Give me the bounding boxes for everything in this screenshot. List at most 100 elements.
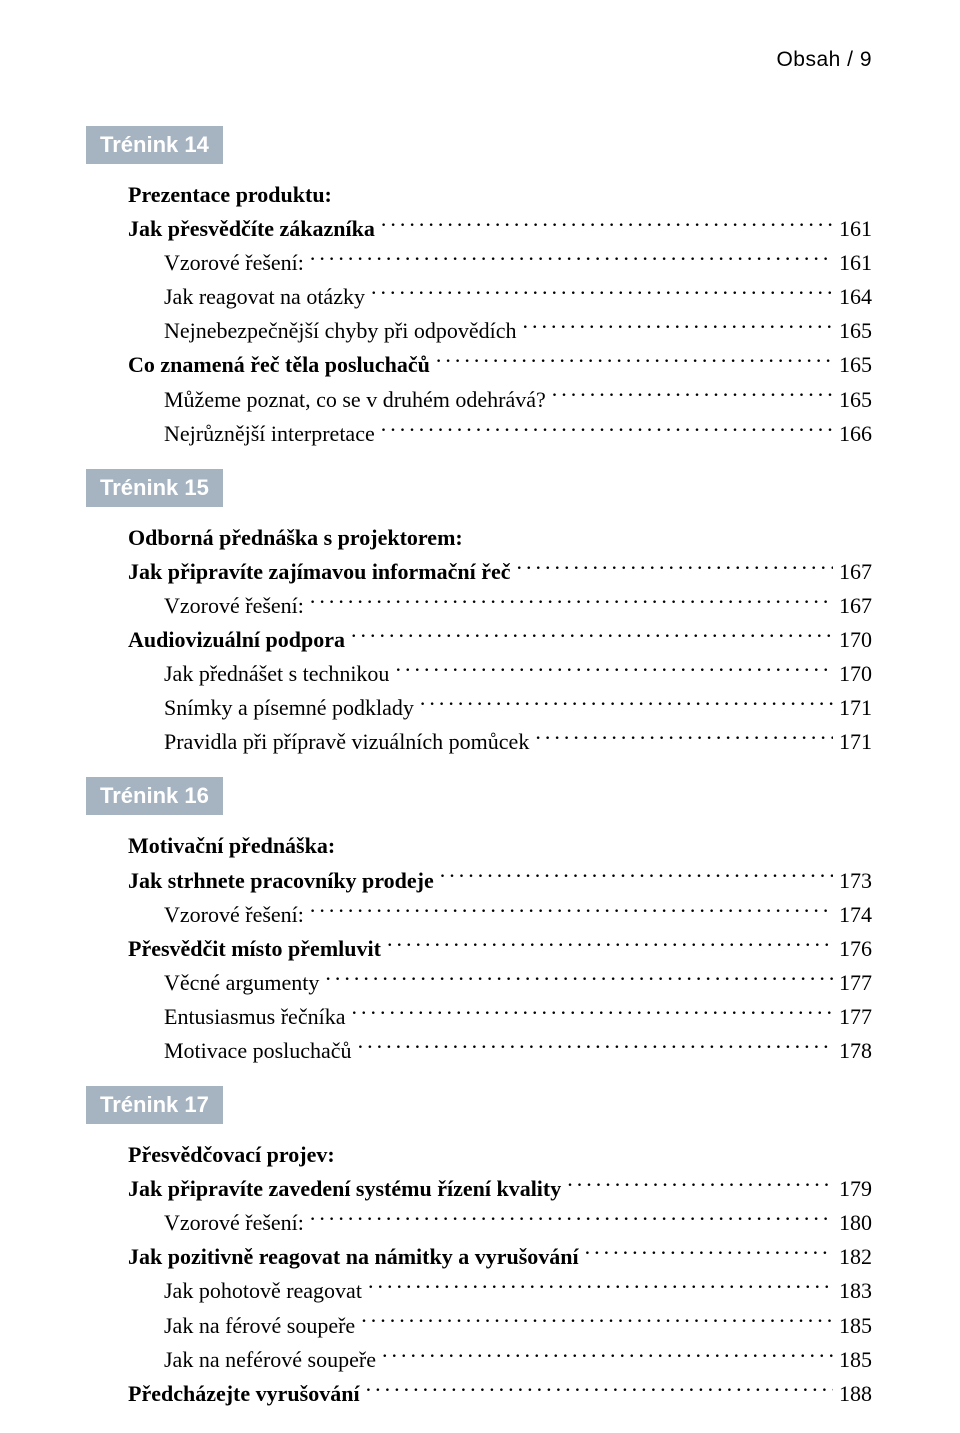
section-badge: Trénink 16 xyxy=(86,777,223,815)
toc-entry-label: Co znamená řeč těla posluchačů xyxy=(128,348,430,382)
toc-entry: Jak na férové soupeře 185 xyxy=(128,1309,872,1343)
toc-leader-dots xyxy=(368,1276,833,1298)
toc-entry: Pravidla při přípravě vizuálních pomůcek… xyxy=(128,725,872,759)
toc-leader-dots xyxy=(381,214,833,236)
toc-heading-label: Přesvědčovací projev: xyxy=(128,1142,335,1167)
toc-entry-page: 165 xyxy=(839,383,872,417)
toc-entry: Co znamená řeč těla posluchačů 165 xyxy=(128,348,872,382)
toc-entry-label: Jak na neférové soupeře xyxy=(164,1343,376,1377)
toc-leader-dots xyxy=(351,625,833,647)
toc-entry-label: Věcné argumenty xyxy=(164,966,319,1000)
toc-entry-page: 170 xyxy=(839,623,872,657)
table-of-contents: Trénink 14Prezentace produktu:Jak přesvě… xyxy=(128,108,872,1411)
toc-entry-label: Motivace posluchačů xyxy=(164,1034,352,1068)
toc-entry: Jak připravíte zavedení systému řízení k… xyxy=(128,1172,872,1206)
toc-entry-label: Vzorové řešení: xyxy=(164,898,304,932)
toc-entry-label: Snímky a písemné podklady xyxy=(164,691,414,725)
toc-entry: Můžeme poznat, co se v druhém odehrává? 1… xyxy=(128,383,872,417)
toc-heading: Prezentace produktu: xyxy=(128,178,872,212)
toc-entry-label: Nejnebezpečnější chyby při odpovědích xyxy=(164,314,516,348)
toc-entry-page: 176 xyxy=(839,932,872,966)
toc-entry-label: Entusiasmus řečníka xyxy=(164,1000,345,1034)
toc-entry-label: Nejrůznější interpretace xyxy=(164,417,375,451)
toc-entry: Snímky a písemné podklady171 xyxy=(128,691,872,725)
toc-entry-page: 174 xyxy=(839,898,872,932)
toc-leader-dots xyxy=(420,693,833,715)
toc-leader-dots xyxy=(310,1208,833,1230)
toc-entry-label: Můžeme poznat, co se v druhém odehrává? xyxy=(164,383,546,417)
toc-entry-page: 166 xyxy=(839,417,872,451)
toc-entry: Jak strhnete pracovníky prodeje173 xyxy=(128,864,872,898)
toc-entry-label: Jak připravíte zavedení systému řízení k… xyxy=(128,1172,561,1206)
toc-leader-dots xyxy=(310,591,833,613)
toc-entry: Vzorové řešení: 174 xyxy=(128,898,872,932)
toc-entry-label: Jak reagovat na otázky xyxy=(164,280,365,314)
toc-leader-dots xyxy=(371,282,833,304)
toc-entry: Jak pohotově reagovat 183 xyxy=(128,1274,872,1308)
toc-leader-dots xyxy=(387,934,833,956)
toc-leader-dots xyxy=(395,659,833,681)
toc-entry: Vzorové řešení: 167 xyxy=(128,589,872,623)
toc-entry: Předcházejte vyrušování188 xyxy=(128,1377,872,1411)
toc-entry-label: Jak připravíte zajímavou informační řeč xyxy=(128,555,511,589)
toc-entry-page: 165 xyxy=(839,348,872,382)
toc-entry-page: 167 xyxy=(839,589,872,623)
toc-entry: Vzorové řešení:161 xyxy=(128,246,872,280)
toc-leader-dots xyxy=(351,1002,833,1024)
toc-leader-dots xyxy=(440,866,833,888)
toc-leader-dots xyxy=(522,316,833,338)
toc-entry-label: Jak přednášet s technikou xyxy=(164,657,389,691)
toc-entry-label: Vzorové řešení: xyxy=(164,1206,304,1240)
toc-entry-label: Vzorové řešení: xyxy=(164,589,304,623)
toc-entry-page: 171 xyxy=(839,725,872,759)
toc-entry-page: 177 xyxy=(839,966,872,1000)
toc-entry-page: 170 xyxy=(839,657,872,691)
toc-entry-page: 185 xyxy=(839,1309,872,1343)
toc-entry: Entusiasmus řečníka 177 xyxy=(128,1000,872,1034)
toc-heading-label: Odborná přednáška s projektorem: xyxy=(128,525,463,550)
toc-entry-page: 183 xyxy=(839,1274,872,1308)
toc-entry: Jak reagovat na otázky164 xyxy=(128,280,872,314)
toc-entry-page: 182 xyxy=(839,1240,872,1274)
toc-entry-label: Jak pohotově reagovat xyxy=(164,1274,362,1308)
toc-entry: Audiovizuální podpora 170 xyxy=(128,623,872,657)
toc-entry-page: 180 xyxy=(839,1206,872,1240)
toc-entry-page: 173 xyxy=(839,864,872,898)
section-badge: Trénink 17 xyxy=(86,1086,223,1124)
toc-heading: Přesvědčovací projev: xyxy=(128,1138,872,1172)
running-header: Obsah / 9 xyxy=(128,48,872,72)
toc-heading-label: Motivační přednáška: xyxy=(128,833,335,858)
toc-entry: Přesvědčit místo přemluvit176 xyxy=(128,932,872,966)
toc-entry-page: 177 xyxy=(839,1000,872,1034)
toc-entry-label: Audiovizuální podpora xyxy=(128,623,345,657)
toc-entry: Motivace posluchačů178 xyxy=(128,1034,872,1068)
toc-entry-page: 185 xyxy=(839,1343,872,1377)
toc-entry: Nejnebezpečnější chyby při odpovědích 165 xyxy=(128,314,872,348)
toc-leader-dots xyxy=(358,1036,833,1058)
section-badge: Trénink 15 xyxy=(86,469,223,507)
toc-entry: Jak přednášet s technikou 170 xyxy=(128,657,872,691)
toc-entry-page: 161 xyxy=(839,246,872,280)
toc-entry: Jak přesvědčíte zákazníka161 xyxy=(128,212,872,246)
toc-leader-dots xyxy=(382,1345,833,1367)
toc-entry-label: Pravidla při přípravě vizuálních pomůcek xyxy=(164,725,529,759)
toc-leader-dots xyxy=(325,968,833,990)
toc-heading: Motivační přednáška: xyxy=(128,829,872,863)
toc-entry-page: 167 xyxy=(839,555,872,589)
toc-heading: Odborná přednáška s projektorem: xyxy=(128,521,872,555)
toc-entry: Jak připravíte zajímavou informační řeč 1… xyxy=(128,555,872,589)
section-badge: Trénink 14 xyxy=(86,126,223,164)
toc-entry: Jak pozitivně reagovat na námitky a vyru… xyxy=(128,1240,872,1274)
toc-entry: Vzorové řešení: 180 xyxy=(128,1206,872,1240)
toc-entry-label: Jak na férové soupeře xyxy=(164,1309,355,1343)
toc-leader-dots xyxy=(310,248,833,270)
toc-entry-label: Jak pozitivně reagovat na námitky a vyru… xyxy=(128,1240,579,1274)
toc-entry-page: 179 xyxy=(839,1172,872,1206)
toc-entry-page: 188 xyxy=(839,1377,872,1411)
page-container: Obsah / 9 Trénink 14Prezentace produktu:… xyxy=(0,0,960,1433)
toc-heading-label: Prezentace produktu: xyxy=(128,182,332,207)
toc-entry-page: 165 xyxy=(839,314,872,348)
toc-leader-dots xyxy=(552,385,833,407)
toc-entry: Jak na neférové soupeře 185 xyxy=(128,1343,872,1377)
toc-entry-label: Jak přesvědčíte zákazníka xyxy=(128,212,375,246)
